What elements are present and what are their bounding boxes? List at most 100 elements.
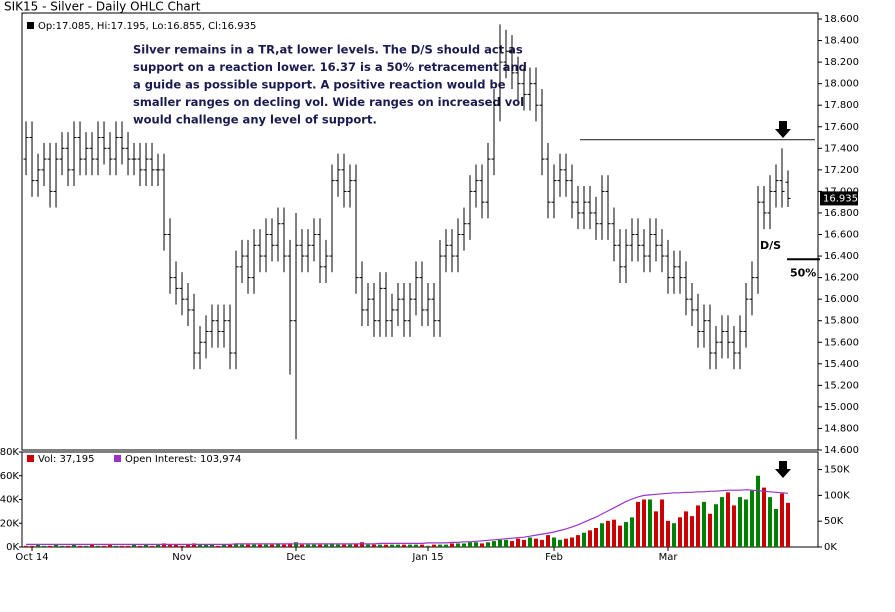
volume-bar <box>468 542 473 547</box>
volume-bar <box>504 539 509 547</box>
volume-bar <box>258 544 263 547</box>
annotation-line: support on a reaction lower. 16.37 is a … <box>133 60 527 74</box>
volume-bar <box>384 544 389 547</box>
volume-bar <box>282 544 287 547</box>
volume-bar <box>540 539 545 547</box>
volume-bar <box>690 516 695 547</box>
y-tick-label: 17.200 <box>824 165 859 176</box>
y-tick-label: 16.000 <box>824 294 859 305</box>
volume-bar <box>642 499 647 547</box>
volume-bar <box>348 544 353 547</box>
volume-bar <box>630 517 635 547</box>
volume-bar <box>432 544 437 547</box>
y-tick-label: 17.600 <box>824 122 859 133</box>
y-tick-label: 15.800 <box>824 316 859 327</box>
volume-bar <box>246 544 251 547</box>
volume-bar <box>546 535 551 547</box>
volume-bar <box>570 537 575 547</box>
volume-bar <box>336 544 341 547</box>
volume-bar <box>90 544 95 547</box>
volume-bar <box>408 544 413 547</box>
y-tick-label: 16.400 <box>824 251 859 262</box>
legend-swatch <box>27 22 34 29</box>
arrow-icon <box>775 461 791 478</box>
y-tick-label: 20K <box>0 518 19 529</box>
volume-bar <box>174 544 179 547</box>
y-tick-label: 0K <box>6 542 19 553</box>
chart-title: SIK15 - Silver - Daily OHLC Chart <box>4 0 201 14</box>
volume-bar <box>714 504 719 547</box>
volume-bar <box>750 490 755 547</box>
volume-bar <box>78 545 83 547</box>
annotation-line: a guide as possible support. A positive … <box>133 78 506 92</box>
volume-bar <box>492 541 497 547</box>
volume-bar <box>396 544 401 547</box>
volume-bar <box>228 544 233 547</box>
volume-bar <box>480 543 485 547</box>
y-tick-label: 15.000 <box>824 402 859 413</box>
volume-bar <box>426 545 431 547</box>
y-tick-label: 14.800 <box>824 423 859 434</box>
volume-bar <box>462 543 467 547</box>
last-price-box <box>820 191 858 206</box>
volume-bar <box>696 505 701 547</box>
volume-bar <box>234 543 239 547</box>
volume-bar <box>450 543 455 547</box>
y2-tick-label: 100K <box>824 490 850 501</box>
volume-bar <box>708 513 713 547</box>
volume-bar <box>510 541 515 547</box>
volume-bar <box>588 530 593 547</box>
y-tick-label: 80K <box>0 447 19 458</box>
volume-bar <box>576 535 581 547</box>
volume-bar <box>198 544 203 547</box>
volume-bar <box>456 543 461 547</box>
y2-tick-label: 0K <box>824 542 837 553</box>
x-tick-label: Dec <box>286 552 305 563</box>
annotation-line: would challenge any level of support. <box>133 113 377 127</box>
x-tick-label: Mar <box>659 552 679 563</box>
volume-bar <box>294 542 299 547</box>
volume-bar <box>774 509 779 547</box>
volume-bar <box>762 487 767 547</box>
volume-bar <box>744 499 749 547</box>
volume-bar <box>204 544 209 547</box>
price-legend: Op:17.085, Hi:17.195, Lo:16.855, Cl:16.9… <box>38 21 256 32</box>
volume-bar <box>564 538 569 547</box>
y-tick-label: 18.200 <box>824 57 859 68</box>
volume-bar <box>312 544 317 547</box>
support-label: D/S <box>760 239 781 252</box>
volume-bar <box>360 542 365 547</box>
volume-bar <box>120 545 125 547</box>
volume-bar <box>522 539 527 547</box>
y-tick-label: 16.200 <box>824 273 859 284</box>
open-interest-line <box>26 489 789 545</box>
volume-bar <box>318 544 323 547</box>
volume-bar <box>186 544 191 547</box>
volume-bar <box>156 544 161 547</box>
volume-bar <box>732 505 737 547</box>
volume-bar <box>516 538 521 547</box>
y-tick-label: 17.400 <box>824 143 859 154</box>
volume-bar <box>126 545 131 547</box>
volume-bar <box>306 544 311 547</box>
volume-bar <box>606 520 611 547</box>
volume-bar <box>786 502 791 547</box>
legend-swatch <box>114 455 121 462</box>
volume-bar <box>222 544 227 547</box>
volume-bar <box>48 545 53 547</box>
y-tick-label: 40K <box>0 495 19 506</box>
volume-bar <box>144 544 149 547</box>
volume-bar <box>30 545 35 547</box>
volume-bar <box>648 499 653 547</box>
y-tick-label: 18.400 <box>824 36 859 47</box>
volume-bar <box>150 545 155 547</box>
volume-bar <box>270 544 275 547</box>
volume-bar <box>210 544 215 547</box>
volume-bar <box>612 519 617 547</box>
retracement-label: 50% <box>790 266 816 279</box>
x-tick-label: Nov <box>172 552 192 563</box>
volume-bar <box>720 497 725 547</box>
volume-bar <box>252 544 257 547</box>
volume-bar <box>390 544 395 547</box>
